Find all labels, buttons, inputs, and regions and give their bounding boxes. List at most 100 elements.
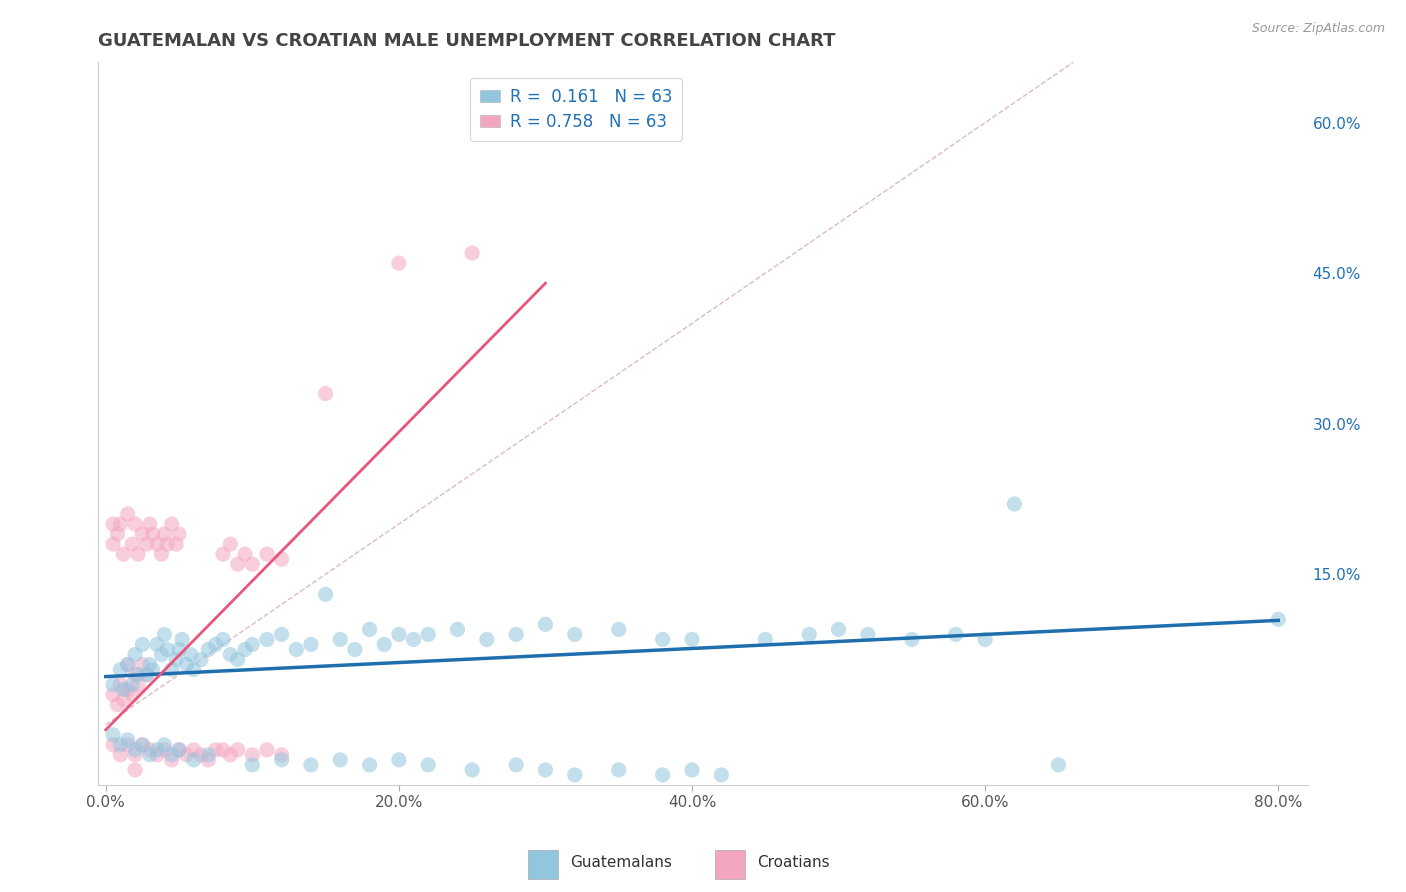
Point: [165, 537, 187, 551]
Point: [124, 648, 146, 662]
Point: [180, 648, 202, 662]
FancyBboxPatch shape: [527, 850, 558, 879]
Point: [101, 537, 124, 551]
Point: [138, 516, 160, 531]
Point: [153, 743, 176, 757]
Point: [827, 623, 849, 637]
Point: [402, 632, 425, 647]
Point: [359, 623, 381, 637]
Point: [710, 768, 733, 782]
Point: [233, 547, 256, 561]
FancyBboxPatch shape: [716, 850, 745, 879]
Point: [127, 667, 149, 681]
Point: [146, 747, 169, 762]
Point: [270, 753, 292, 767]
Point: [534, 763, 557, 777]
Point: [901, 632, 924, 647]
Point: [651, 768, 673, 782]
Point: [167, 527, 190, 541]
Point: [170, 632, 193, 647]
Point: [156, 537, 179, 551]
Point: [112, 692, 135, 706]
Point: [153, 738, 176, 752]
Point: [226, 652, 249, 666]
Point: [124, 667, 146, 681]
Text: Croatians: Croatians: [758, 855, 830, 871]
Text: Source: ZipAtlas.com: Source: ZipAtlas.com: [1251, 22, 1385, 36]
Point: [135, 667, 157, 681]
Point: [121, 688, 143, 702]
Point: [505, 758, 527, 772]
Point: [373, 637, 395, 651]
Point: [183, 743, 205, 757]
Point: [329, 632, 352, 647]
Point: [110, 663, 132, 677]
Point: [124, 516, 146, 531]
Point: [146, 537, 169, 551]
Point: [124, 763, 146, 777]
Point: [112, 682, 135, 697]
Point: [651, 632, 673, 647]
Point: [315, 386, 337, 401]
Point: [607, 623, 630, 637]
Point: [219, 747, 242, 762]
Point: [226, 743, 249, 757]
Point: [856, 627, 879, 641]
Point: [233, 642, 256, 657]
Point: [160, 753, 183, 767]
Point: [176, 747, 198, 762]
Point: [270, 627, 292, 641]
Point: [799, 627, 821, 641]
Point: [681, 632, 703, 647]
Point: [146, 637, 169, 651]
Point: [226, 557, 249, 571]
Point: [142, 527, 165, 541]
Point: [112, 547, 135, 561]
Point: [299, 758, 322, 772]
Point: [461, 246, 484, 260]
Point: [167, 743, 190, 757]
Point: [564, 627, 586, 641]
Point: [219, 648, 242, 662]
Point: [150, 547, 173, 561]
Point: [165, 652, 187, 666]
Point: [197, 753, 219, 767]
Point: [160, 516, 183, 531]
Point: [127, 678, 149, 692]
Point: [1267, 612, 1289, 626]
Point: [256, 632, 278, 647]
Point: [135, 667, 157, 681]
Point: [121, 678, 143, 692]
Point: [359, 758, 381, 772]
Point: [240, 637, 263, 651]
Point: [329, 753, 352, 767]
Point: [131, 657, 153, 672]
Point: [240, 758, 263, 772]
Point: [190, 747, 212, 762]
Point: [212, 743, 235, 757]
Point: [418, 627, 440, 641]
Point: [270, 747, 292, 762]
Point: [754, 632, 776, 647]
Point: [446, 623, 468, 637]
Point: [183, 663, 205, 677]
Point: [299, 637, 322, 651]
Point: [167, 642, 190, 657]
Point: [135, 537, 157, 551]
Point: [505, 627, 527, 641]
Point: [101, 738, 124, 752]
Point: [388, 256, 411, 270]
Point: [315, 587, 337, 601]
Point: [256, 547, 278, 561]
Point: [564, 768, 586, 782]
Point: [974, 632, 997, 647]
Legend: R =  0.161   N = 63, R = 0.758   N = 63: R = 0.161 N = 63, R = 0.758 N = 63: [470, 78, 682, 141]
Point: [153, 527, 176, 541]
Point: [388, 753, 411, 767]
Point: [176, 657, 198, 672]
Point: [343, 642, 366, 657]
Point: [681, 763, 703, 777]
Point: [131, 637, 153, 651]
Point: [117, 682, 139, 697]
Point: [146, 743, 169, 757]
